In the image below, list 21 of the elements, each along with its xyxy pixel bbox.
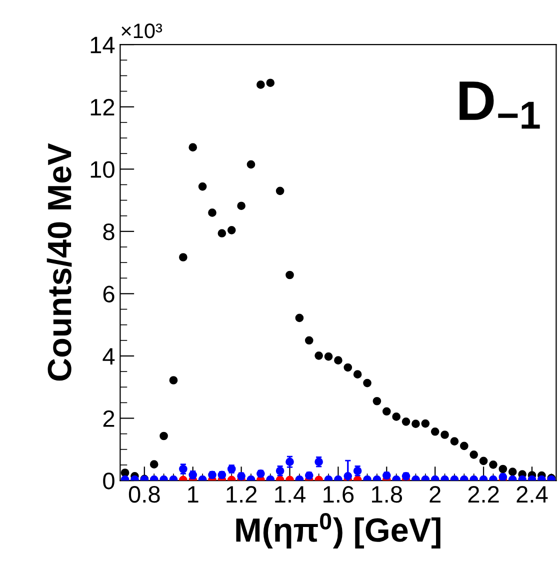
y-tick-label: 12 <box>90 98 114 116</box>
y-axis-title: Counts/40 MeV <box>46 143 72 381</box>
x-tick-label: 0.8 <box>128 486 160 503</box>
y-tick-label: 14 <box>90 36 115 54</box>
y-tick-label: 4 <box>102 348 115 365</box>
y-tick-label: 6 <box>103 286 114 302</box>
x-tick-label: 1.4 <box>275 486 306 502</box>
x-axis-title: M(ηπ$^{0}$) [GeV] <box>236 512 440 548</box>
y-tick-label: 8 <box>103 223 114 240</box>
y-tick-label: 0 <box>103 472 114 490</box>
x-tick-label: 1.6 <box>324 486 354 503</box>
annotation: D$_{−1}$ <box>460 82 540 129</box>
x-tick-label: 2.4 <box>516 486 548 502</box>
y-tick-label: 10 <box>90 161 114 178</box>
x-tick-label: 2.2 <box>468 486 499 502</box>
x-tick-label: 1 <box>188 486 198 502</box>
x-tick-label: 2 <box>430 486 440 502</box>
text: ×10³ <box>122 24 162 38</box>
x-tick-label: 1.8 <box>372 486 402 503</box>
x-tick-label: 1.2 <box>226 486 257 502</box>
y-tick-label: 2 <box>103 410 114 427</box>
